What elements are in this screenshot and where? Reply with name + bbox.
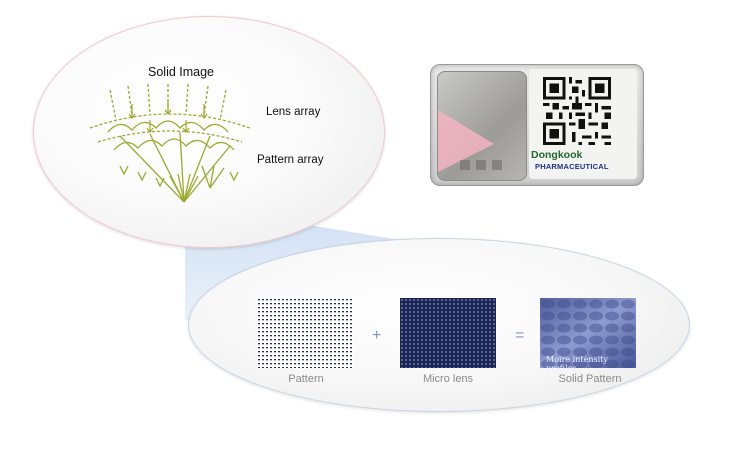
pink-triangle-icon: [438, 110, 502, 172]
micro-lens-caption: Micro lens: [422, 373, 474, 385]
micro-lens-swatch: [400, 298, 496, 368]
lenticular-window: [437, 71, 527, 181]
solid-pattern-swatch: [540, 298, 636, 368]
solid-image-label: Solid Image: [148, 65, 215, 79]
product-label-photo: Dongkook PHARMACEUTICAL: [430, 64, 644, 186]
lens-array-diagram: [89, 83, 251, 203]
lens-array-label: Lens array: [266, 106, 321, 118]
brand-subtitle: PHARMACEUTICAL: [535, 162, 609, 171]
pattern-caption: Pattern: [288, 373, 324, 385]
equals-sign: =: [515, 327, 525, 344]
plus-sign: +: [372, 327, 382, 344]
brand-name: Dongkook: [531, 149, 583, 161]
pattern-array-label: Pattern array: [257, 154, 324, 166]
label-right-area: Dongkook PHARMACEUTICAL: [529, 69, 637, 179]
pattern-swatch: [258, 298, 353, 368]
lens-diagram-panel: [33, 16, 385, 248]
solid-pattern-caption: Solid Pattern: [558, 373, 622, 385]
moire-caption: Moire intensity profiles: [546, 355, 608, 373]
qr-code-icon: [543, 77, 611, 145]
